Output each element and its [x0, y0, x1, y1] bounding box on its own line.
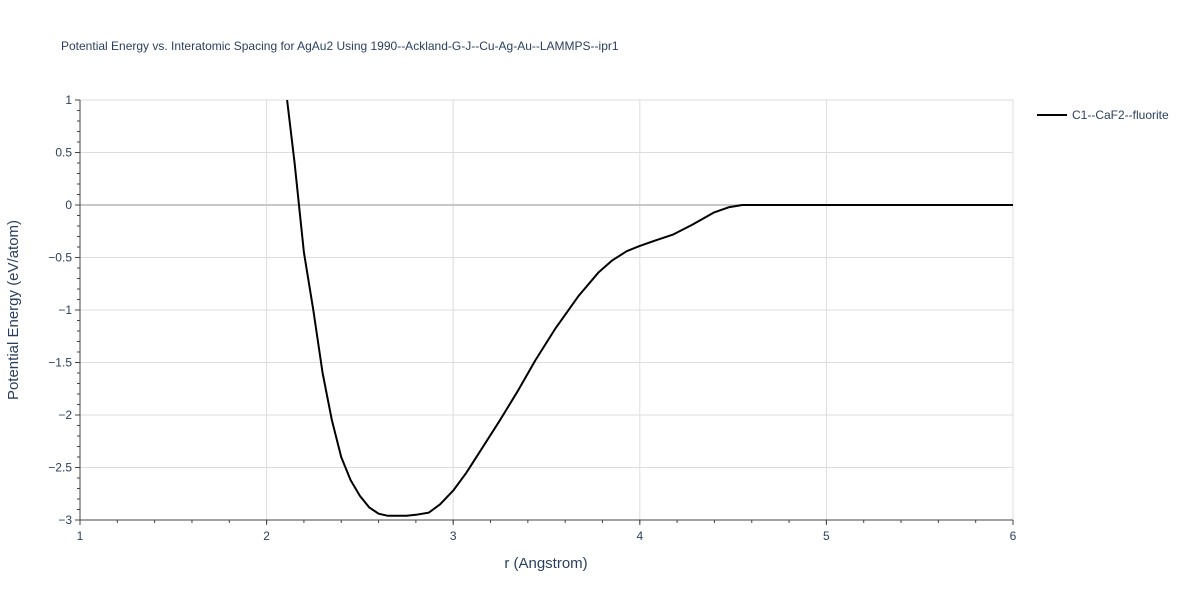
y-axis-ticks: 1 0.5 0 −0.5 −1 −1.5 −2 −2.5 −3: [48, 93, 80, 527]
y-tick-label: −3: [58, 513, 72, 527]
x-axis-title: r (Angstrom): [504, 555, 587, 572]
y-tick-label: 0: [65, 198, 72, 212]
grid: [80, 99, 1014, 520]
y-tick-label: −1.5: [48, 356, 72, 370]
x-tick-label: 1: [77, 529, 84, 543]
y-axis-title: Potential Energy (eV/atom): [5, 220, 22, 400]
y-tick-label: −1: [58, 303, 72, 317]
x-tick-label: 6: [1010, 529, 1017, 543]
legend[interactable]: C1--CaF2--fluorite: [1037, 108, 1169, 122]
series-line: [286, 99, 1013, 517]
y-tick-label: −2.5: [48, 461, 72, 475]
legend-label: C1--CaF2--fluorite: [1072, 108, 1169, 122]
x-tick-label: 2: [263, 529, 270, 543]
axes: [77, 99, 1014, 523]
y-tick-label: 1: [65, 93, 72, 107]
y-tick-label: −0.5: [48, 251, 72, 265]
x-tick-label: 3: [450, 529, 457, 543]
x-tick-label: 5: [823, 529, 830, 543]
chart-title: Potential Energy vs. Interatomic Spacing…: [61, 39, 619, 53]
x-tick-label: 4: [636, 529, 643, 543]
x-axis-ticks: 1 2 3 4 5 6: [77, 520, 1017, 543]
y-tick-label: −2: [58, 408, 72, 422]
y-tick-label: 0.5: [55, 146, 72, 160]
series-layer: [286, 99, 1013, 517]
